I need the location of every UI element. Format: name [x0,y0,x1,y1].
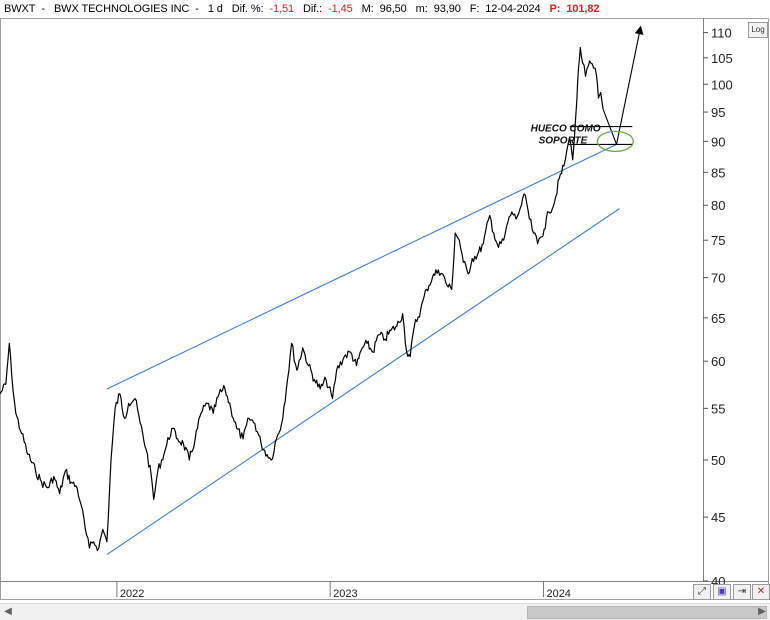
ticker: BWXT [4,3,36,15]
last-price-value: 101,82 [566,3,600,15]
price-tick-label: 55 [711,401,725,416]
date-tick-label: 2024 [546,588,570,600]
min-label: m: [415,3,428,15]
max-label: M: [361,3,374,15]
separator: - [195,3,199,15]
price-tick-label: 60 [711,354,725,369]
price-line [0,47,604,552]
timeframe: 1 d [207,3,223,15]
min-value: 93,90 [433,3,461,15]
drawn-line [602,109,618,145]
dif-pct-value: -1,51 [269,3,295,15]
channel-trendline [106,143,617,390]
company-name: BWX TECHNOLOGIES INC [53,3,190,15]
price-tick-label: 80 [711,198,725,213]
price-tick-label: 65 [711,311,725,326]
date-label: F: [469,3,480,15]
price-tick-label: 75 [711,233,725,248]
forward-icon[interactable]: ⇥ [733,584,751,600]
annotation-text: HUECO COMO [531,124,601,135]
price-tick-label: 70 [711,271,725,286]
expand-icon[interactable]: ⤢ [693,584,711,600]
support-ellipse [596,130,634,153]
save-icon[interactable]: ▣ [713,584,731,600]
dif-value: -1,45 [328,3,353,15]
horizontal-scrollbar[interactable]: ◀ ▶ [0,603,770,620]
drawn-line [615,25,644,145]
price-tick-label: 105 [711,51,733,66]
trendlines [106,25,644,556]
quote-header: BWXT - BWX TECHNOLOGIES INC - 1 d Dif. %: -… [4,3,605,17]
price-tick-label: 90 [711,134,725,149]
dif-label: Dif.: [303,3,323,15]
price-tick-label: 85 [711,165,725,180]
max-value: 96,50 [379,3,407,15]
date-tick-label: 2023 [333,588,357,600]
price-tick-label: 95 [711,105,725,120]
annotation-text: SOPORTE [539,136,588,147]
outer-border [0,18,769,600]
date-value: 12-04-2024 [485,3,541,15]
dif-pct-label: Dif. %: [231,3,264,15]
price-tick-label: 100 [711,77,733,92]
price-tick-label: 50 [711,453,725,468]
log-scale-button[interactable]: Log [748,22,768,38]
price-tick-label: 110 [711,26,732,41]
last-price-label: P: [549,3,561,15]
date-tick-label: 2022 [120,588,144,600]
price-series [0,47,604,552]
close-icon[interactable]: ✕ [752,584,770,600]
scroll-thumb[interactable] [527,606,767,619]
channel-trendline [106,208,620,556]
scroll-left-icon[interactable]: ◀ [4,606,12,617]
price-tick-label: 45 [711,510,725,525]
scroll-right-icon[interactable]: ▶ [758,606,766,617]
date-axis: 2022 2023 2024 [116,581,571,600]
separator: - [41,3,45,15]
